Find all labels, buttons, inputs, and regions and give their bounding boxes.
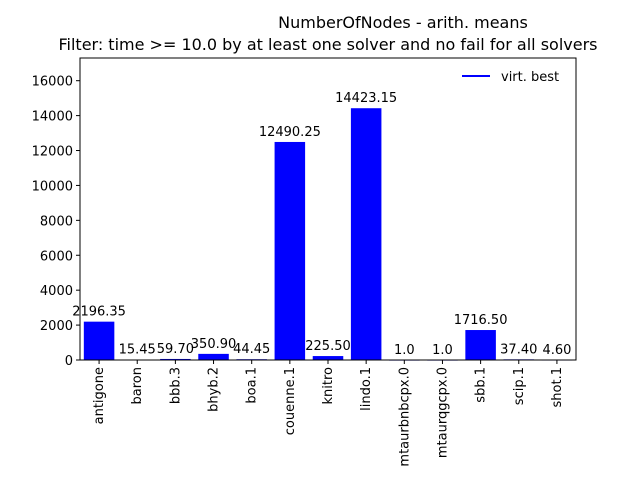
x-tick-label-antigone: antigone: [92, 367, 107, 424]
x-tick-label-bhyb.2: bhyb.2: [207, 367, 222, 412]
data-label-shot.1: 4.60: [542, 343, 571, 358]
data-label-baron: 15.45: [119, 343, 156, 358]
y-tick-label: 10000: [32, 179, 73, 194]
x-tick-label-mtaurqgcpx.0: mtaurqgcpx.0: [435, 367, 450, 458]
data-label-knitro: 225.50: [305, 339, 351, 354]
y-tick-label: 8000: [40, 214, 73, 229]
data-label-couenne.1: 12490.25: [259, 125, 321, 140]
data-label-bbb.3: 59.70: [157, 342, 194, 357]
x-tick-label-sbb.1: sbb.1: [474, 367, 489, 403]
bar-bbb.3: [160, 358, 191, 360]
chart-title-line1: NumberOfNodes - arith. means: [278, 13, 528, 32]
bar-antigone: [83, 321, 115, 360]
data-label-bhyb.2: 350.90: [191, 337, 237, 352]
x-tick-label-bbb.3: bbb.3: [168, 367, 183, 404]
y-tick-label: 4000: [40, 284, 73, 299]
x-tick-label-scip.1: scip.1: [512, 367, 527, 405]
chart-title-line2: Filter: time >= 10.0 by at least one sol…: [58, 35, 597, 54]
data-label-antigone: 2196.35: [72, 305, 126, 320]
bar-sbb.1: [465, 330, 496, 360]
legend: virt. best: [462, 70, 559, 85]
data-label-sbb.1: 1716.50: [454, 313, 508, 328]
y-tick-label: 12000: [32, 145, 73, 160]
legend-label: virt. best: [501, 70, 559, 85]
data-label-mtaurbnbcpx.0: 1.0: [394, 343, 415, 358]
data-label-mtaurqgcpx.0: 1.0: [432, 343, 453, 358]
x-tick-label-boa.1: boa.1: [245, 367, 260, 404]
bar-knitro: [312, 356, 344, 360]
bar-bhyb.2: [198, 353, 229, 360]
data-label-lindo.1: 14423.15: [335, 91, 397, 106]
bar-couenne.1: [274, 141, 306, 360]
x-tick-label-lindo.1: lindo.1: [359, 367, 374, 411]
y-tick-label: 0: [65, 354, 73, 369]
plot-frame: [79, 57, 577, 361]
data-label-boa.1: 44.45: [233, 342, 270, 357]
data-label-scip.1: 37.40: [500, 342, 537, 357]
y-axis-ticks: 0 2000 4000 6000 8000 10000 12000 14000 16000: [32, 75, 80, 369]
x-tick-label-baron: baron: [130, 367, 145, 404]
y-tick-label: 14000: [32, 110, 73, 125]
x-axis-ticks: antigone baron bbb.3 bhyb.2 boa.1 couenne.1 kn…: [92, 360, 565, 467]
x-tick-label-mtaurbnbcpx.0: mtaurbnbcpx.0: [397, 367, 412, 467]
x-tick-label-couenne.1: couenne.1: [283, 367, 298, 435]
bar-lindo.1: [350, 108, 382, 360]
x-tick-label-knitro: knitro: [321, 367, 336, 405]
y-tick-label: 16000: [32, 75, 73, 90]
bars: [83, 108, 573, 361]
y-tick-label: 6000: [40, 249, 73, 264]
x-tick-label-shot.1: shot.1: [550, 367, 565, 407]
y-tick-label: 2000: [40, 319, 73, 334]
